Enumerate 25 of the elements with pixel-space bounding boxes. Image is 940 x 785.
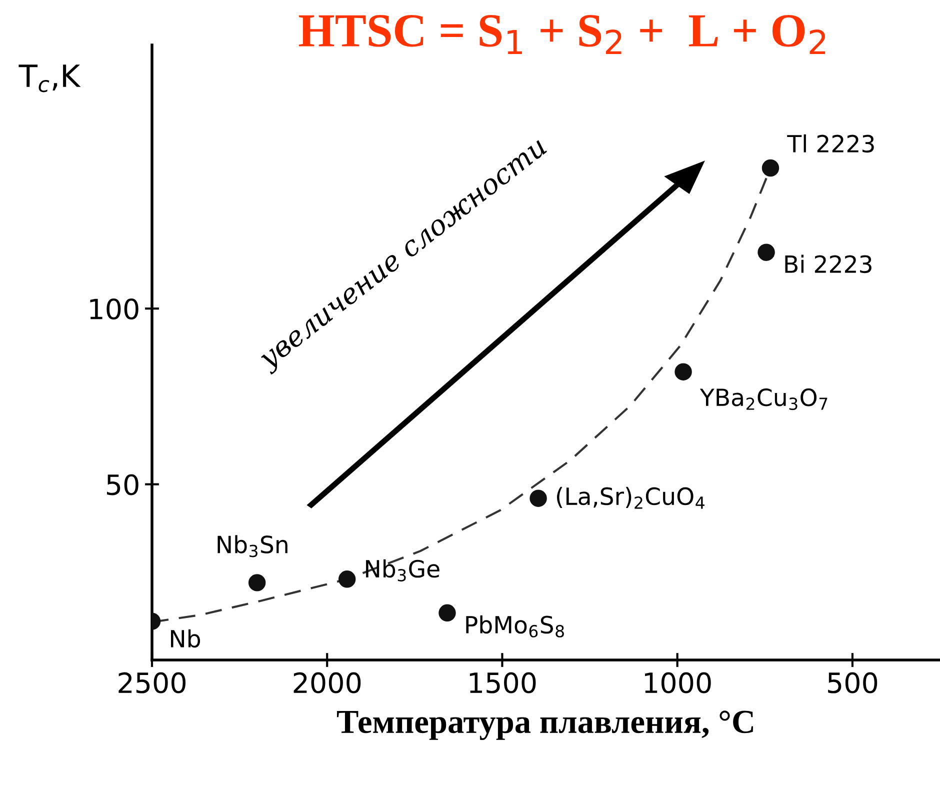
point — [758, 244, 775, 261]
y-axis-title: T$_{c}$,K — [18, 64, 81, 92]
annotation: Nb$_{3}$Sn — [218, 535, 288, 558]
x-tick-label: 500 — [828, 672, 878, 694]
chart-title: HTSC = S$_{1}$ + S$_{2}$ + L + O$_{2}$ — [298, 15, 826, 54]
x-tick-label: 1000 — [645, 672, 711, 694]
annotation: Bi 2223 — [785, 254, 872, 274]
point — [530, 490, 547, 507]
x-tick-label: 2500 — [118, 672, 186, 694]
point — [438, 604, 456, 622]
annotation: Tl 2223 — [787, 134, 874, 153]
x-tick-label: 1500 — [470, 672, 536, 694]
y-tick-label: 50 — [106, 474, 138, 496]
annotation: Nb$_{3}$Ge — [366, 559, 440, 582]
annotation: Nb — [170, 629, 200, 648]
y-tick-label: 100 — [90, 298, 138, 320]
x-tick-label: 2000 — [294, 672, 361, 694]
point — [248, 574, 266, 592]
annotation: (La,Sr)$_{2}$CuO$_{4}$ — [556, 486, 704, 509]
x-axis-title: Температура плавления, °C — [336, 710, 753, 740]
point — [674, 363, 692, 380]
annotation: YBa$_{2}$Cu$_{3}$O$_{7}$ — [700, 388, 828, 410]
point — [338, 570, 356, 588]
point — [762, 159, 780, 177]
annotation: PbMo$_{6}$S$_{8}$ — [466, 615, 564, 638]
